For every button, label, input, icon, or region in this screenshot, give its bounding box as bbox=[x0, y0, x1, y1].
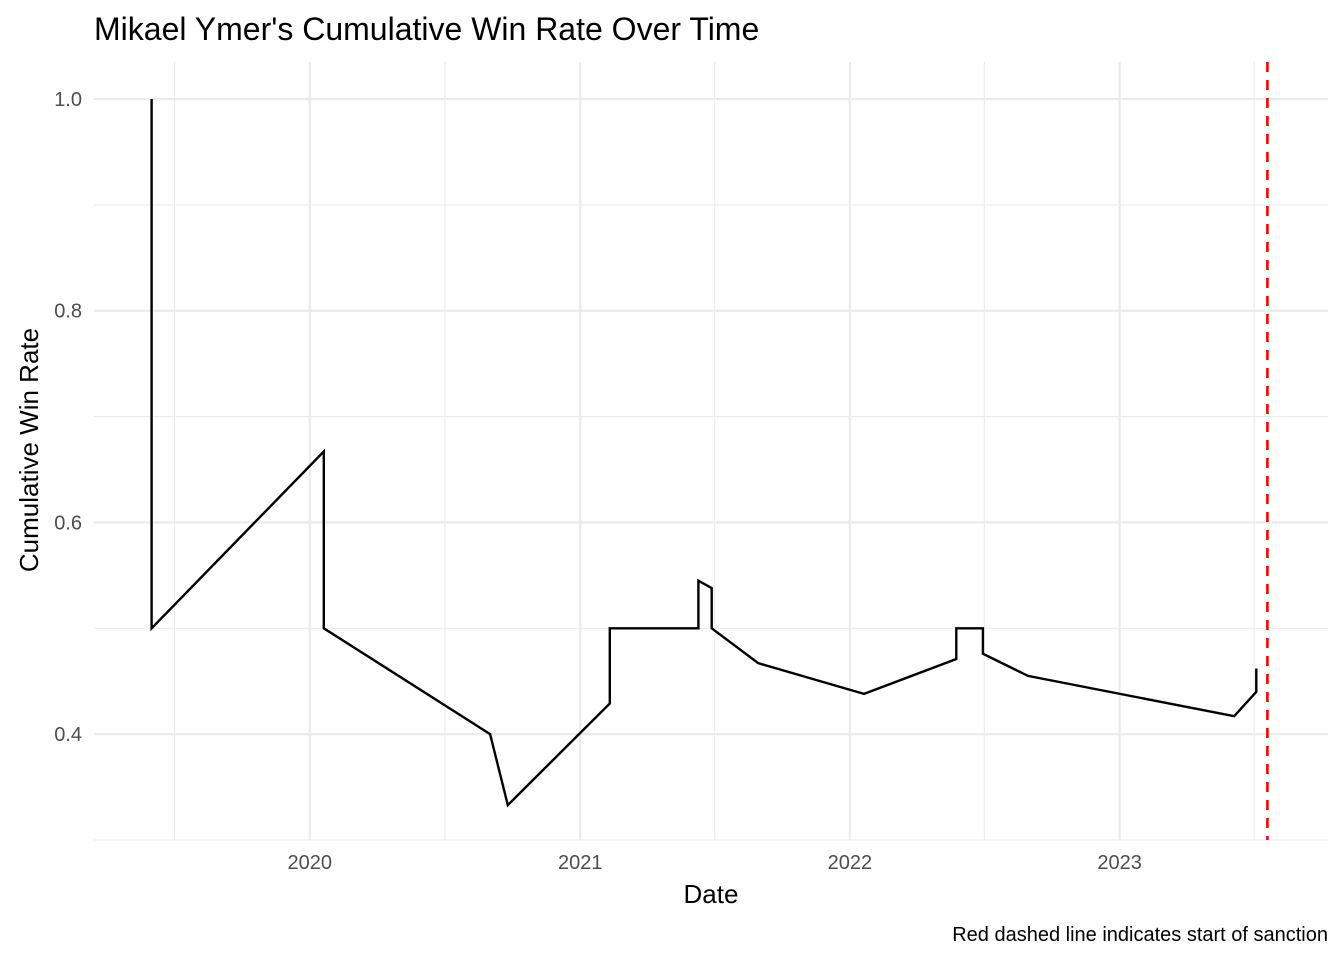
x-tick-label: 2022 bbox=[828, 852, 873, 874]
x-tick-label: 2021 bbox=[558, 852, 603, 874]
x-axis-title: Date bbox=[684, 879, 739, 909]
chart-title: Mikael Ymer's Cumulative Win Rate Over T… bbox=[94, 11, 759, 47]
x-axis-ticks: 2020 2021 2022 2023 bbox=[288, 852, 1142, 874]
series-layer bbox=[150, 99, 1258, 808]
y-tick-label: 0.6 bbox=[54, 512, 82, 534]
x-tick-label: 2023 bbox=[1097, 852, 1142, 874]
x-tick-label: 2020 bbox=[288, 852, 333, 874]
y-tick-label: 0.8 bbox=[54, 301, 82, 323]
y-axis-title: Cumulative Win Rate bbox=[14, 328, 44, 572]
y-tick-label: 1.0 bbox=[54, 89, 82, 111]
series-line-0 bbox=[150, 99, 1258, 808]
y-axis-ticks: 0.4 0.6 0.8 1.0 bbox=[54, 89, 82, 746]
y-tick-label: 0.4 bbox=[54, 724, 82, 746]
chart-caption: Red dashed line indicates start of sanct… bbox=[952, 924, 1328, 946]
grid bbox=[94, 62, 1328, 841]
